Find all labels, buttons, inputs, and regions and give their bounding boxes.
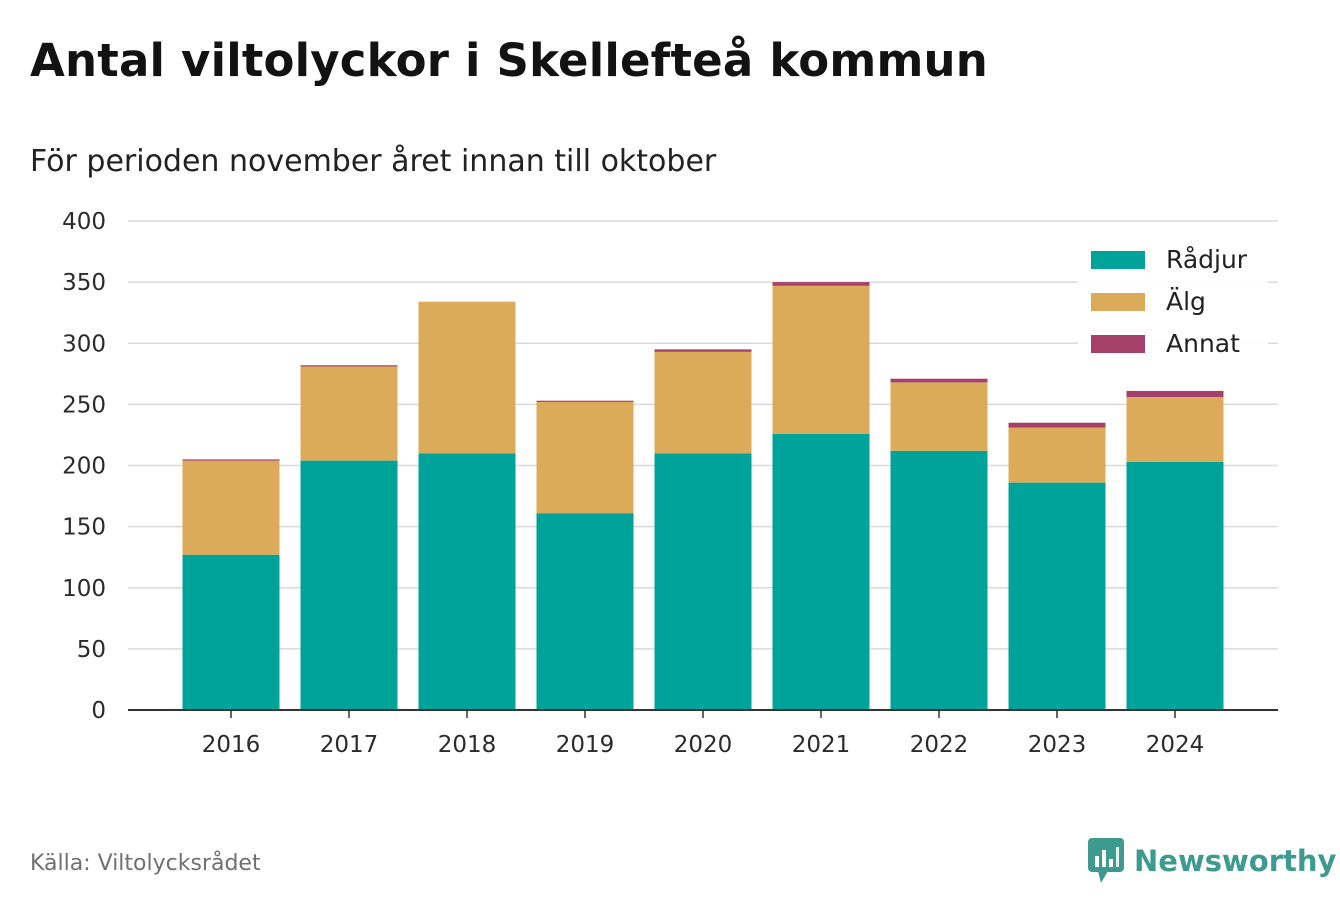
bar-segment bbox=[1126, 390, 1224, 398]
x-tick-label: 2021 bbox=[792, 732, 851, 758]
bar-segment bbox=[890, 450, 988, 710]
y-tick-label: 250 bbox=[62, 392, 106, 418]
bar-segment bbox=[890, 378, 988, 383]
y-tick-label: 50 bbox=[77, 637, 106, 663]
x-tick-label: 2017 bbox=[320, 732, 379, 758]
x-tick-label: 2018 bbox=[438, 732, 497, 758]
bar-segment bbox=[654, 453, 752, 710]
x-tick-label: 2020 bbox=[674, 732, 733, 758]
bar-segment bbox=[772, 282, 870, 286]
bar-segment bbox=[1126, 461, 1224, 710]
brand-name: Newsworthy bbox=[1134, 844, 1337, 878]
chart-title: Antal viltolyckor i Skellefteå kommun bbox=[30, 34, 989, 87]
x-axis: 2016 2017 2018 2019 2020 2021 2022 2023 2024 bbox=[128, 709, 1278, 758]
bar-segment bbox=[1008, 427, 1106, 483]
legend-swatch bbox=[1091, 335, 1145, 353]
bar-segment bbox=[1008, 482, 1106, 710]
legend-label: Annat bbox=[1166, 329, 1240, 358]
bar-segment bbox=[536, 400, 634, 402]
bars bbox=[182, 282, 1224, 710]
bar-segment bbox=[772, 433, 870, 710]
bar-segment bbox=[654, 351, 752, 454]
x-tick-label: 2023 bbox=[1028, 732, 1087, 758]
y-tick-label: 100 bbox=[62, 576, 106, 602]
bar-segment bbox=[772, 285, 870, 434]
legend-label: Rådjur bbox=[1166, 245, 1248, 274]
x-tick-label: 2016 bbox=[202, 732, 261, 758]
bar-segment bbox=[182, 554, 280, 710]
bar-segment bbox=[536, 513, 634, 710]
bar-segment bbox=[418, 453, 516, 710]
x-tick-label: 2022 bbox=[910, 732, 969, 758]
x-tick-label: 2024 bbox=[1146, 732, 1205, 758]
y-tick-label: 350 bbox=[62, 270, 106, 296]
source-note: Källa: Viltolycksrådet bbox=[30, 851, 261, 876]
legend: Rådjur Älg Annat bbox=[1078, 238, 1268, 368]
y-tick-label: 200 bbox=[62, 454, 106, 480]
y-tick-label: 400 bbox=[62, 209, 106, 235]
bar-segment bbox=[890, 382, 988, 451]
bar-segment bbox=[300, 365, 398, 367]
bar-segment bbox=[300, 366, 398, 461]
bar-segment bbox=[536, 401, 634, 514]
bar-segment bbox=[1126, 397, 1224, 462]
legend-label: Älg bbox=[1166, 287, 1206, 316]
bar-segment bbox=[300, 460, 398, 710]
brand-logo[interactable]: Newsworthy bbox=[1088, 838, 1336, 884]
bar-segment bbox=[1008, 422, 1106, 428]
newsworthy-logo-icon bbox=[1088, 838, 1124, 883]
bar-segment bbox=[182, 459, 280, 461]
y-tick-label: 0 bbox=[91, 698, 106, 724]
legend-swatch bbox=[1091, 293, 1145, 311]
bar-segment bbox=[182, 460, 280, 555]
chart-subtitle: För perioden november året innan till ok… bbox=[30, 144, 717, 179]
y-axis: 0 50 100 150 200 250 300 350 400 bbox=[62, 209, 106, 724]
y-tick-label: 300 bbox=[62, 331, 106, 357]
bar-segment bbox=[654, 349, 752, 352]
x-tick-label: 2019 bbox=[556, 732, 615, 758]
bar-segment bbox=[418, 301, 516, 454]
legend-swatch bbox=[1091, 251, 1145, 269]
y-tick-label: 150 bbox=[62, 515, 106, 541]
